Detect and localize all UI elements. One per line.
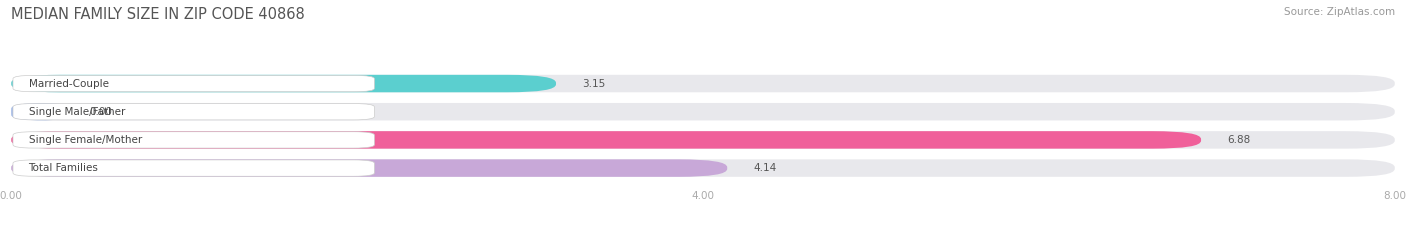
Text: 4.14: 4.14: [754, 163, 776, 173]
FancyBboxPatch shape: [11, 75, 1395, 92]
Text: 3.15: 3.15: [582, 79, 605, 89]
FancyBboxPatch shape: [11, 103, 72, 120]
FancyBboxPatch shape: [13, 103, 374, 120]
FancyBboxPatch shape: [11, 131, 1395, 149]
Text: MEDIAN FAMILY SIZE IN ZIP CODE 40868: MEDIAN FAMILY SIZE IN ZIP CODE 40868: [11, 7, 305, 22]
FancyBboxPatch shape: [11, 131, 1201, 149]
Text: Source: ZipAtlas.com: Source: ZipAtlas.com: [1284, 7, 1395, 17]
Text: 6.88: 6.88: [1227, 135, 1250, 145]
FancyBboxPatch shape: [13, 75, 374, 92]
Text: 0.00: 0.00: [89, 107, 112, 117]
FancyBboxPatch shape: [11, 159, 1395, 177]
FancyBboxPatch shape: [11, 75, 555, 92]
FancyBboxPatch shape: [11, 159, 727, 177]
Text: Single Female/Mother: Single Female/Mother: [28, 135, 142, 145]
Text: Married-Couple: Married-Couple: [28, 79, 108, 89]
FancyBboxPatch shape: [13, 132, 374, 148]
Text: Single Male/Father: Single Male/Father: [28, 107, 125, 117]
Text: Total Families: Total Families: [28, 163, 98, 173]
FancyBboxPatch shape: [11, 103, 1395, 120]
FancyBboxPatch shape: [13, 160, 374, 176]
